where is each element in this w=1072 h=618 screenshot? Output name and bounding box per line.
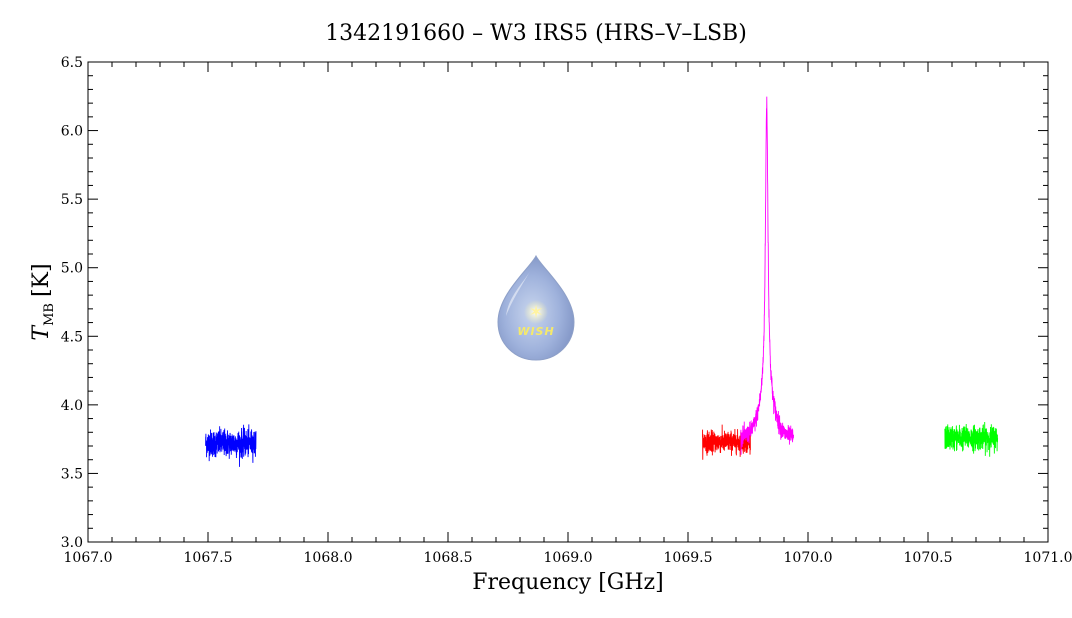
series-line-1: [205, 424, 257, 467]
y-tick-label: 5.0: [61, 261, 83, 277]
wish-logo: ✶ WISH: [497, 254, 575, 361]
y-tick-label: 3.5: [61, 466, 83, 482]
series-line-3: [740, 96, 795, 455]
series-layer: [205, 96, 999, 467]
y-axis-label: TMB [K]: [29, 263, 57, 340]
x-tick-label: 1070.5: [904, 550, 953, 566]
x-tick-labels: 1067.0 1067.5 1068.0 1068.5 1069.0 1069.5 1070…: [64, 550, 1072, 566]
y-axis-label-subscript: MB: [42, 303, 57, 326]
chart-title: 1342191660 – W3 IRS5 (HRS–V–LSB): [325, 21, 747, 46]
y-tick-label: 6.5: [61, 55, 83, 71]
y-axis-label-symbol: T: [29, 324, 54, 341]
axis-ticks: [87, 61, 1049, 543]
x-tick-label: 1069.5: [664, 550, 713, 566]
x-tick-label: 1067.5: [184, 550, 233, 566]
x-tick-label: 1068.0: [304, 550, 353, 566]
y-tick-label: 6.0: [61, 124, 83, 140]
y-tick-label: 4.5: [61, 329, 83, 345]
series-line-4: [944, 421, 999, 457]
y-tick-labels: 3.0 3.5 4.0 4.5 5.0 5.5 6.0 6.5: [61, 55, 83, 551]
x-tick-label: 1071.0: [1024, 550, 1072, 566]
x-tick-label: 1068.5: [424, 550, 473, 566]
x-tick-label: 1069.0: [544, 550, 593, 566]
x-tick-label: 1067.0: [64, 550, 113, 566]
y-tick-label: 4.0: [61, 398, 83, 414]
x-tick-label: 1070.0: [784, 550, 833, 566]
y-axis-label-unit: [K]: [29, 263, 54, 297]
svg-text:✶: ✶: [528, 302, 543, 323]
y-tick-label: 3.0: [61, 535, 83, 551]
wish-logo-text: WISH: [517, 325, 554, 338]
y-tick-label: 5.5: [61, 192, 83, 208]
x-axis-label: Frequency [GHz]: [472, 570, 664, 595]
